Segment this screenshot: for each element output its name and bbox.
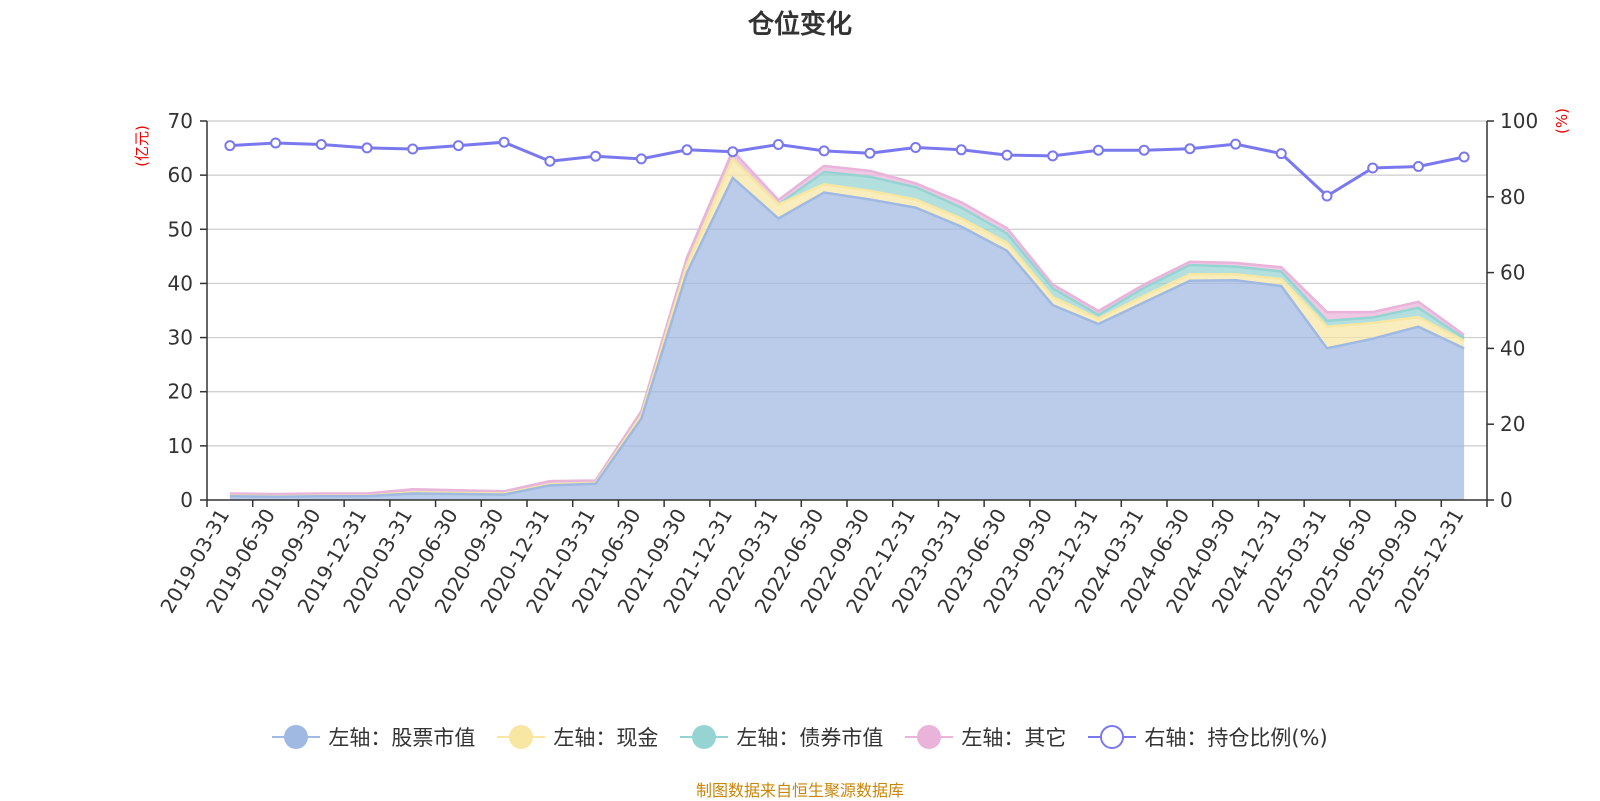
ratio-point [635,153,647,165]
ratio-point [270,137,282,149]
legend-label-bond: 左轴：债券市值 [736,726,884,750]
ratio-point [864,147,876,159]
ratio-line [229,140,1465,198]
area-line-other [229,148,1465,496]
y-left-tick-label: 60 [168,163,193,187]
y-right-unit-label: (%) [1553,108,1571,134]
ratio-point [1230,138,1242,150]
ratio-point [1001,149,1013,161]
ratio-point [818,145,830,157]
ratio-point [361,142,373,154]
legend-item-ratio[interactable]: 右轴：持仓比例(%) [1088,722,1328,752]
y-left-tick-label: 0 [180,488,193,512]
ratio-point [590,150,602,162]
y-right-tick-label: 20 [1500,412,1525,436]
y-right-tick-label: 80 [1500,185,1525,209]
y-right-tick-label: 0 [1500,488,1513,512]
data-source-note: 制图数据来自恒生聚源数据库 [695,781,904,800]
legend-item-cash[interactable]: 左轴：现金 [497,722,658,752]
ratio-point [772,139,784,150]
legend-item-bond[interactable]: 左轴：债券市值 [680,722,883,752]
chart-legend: 左轴：股票市值 左轴：现金 左轴：债券市值 左轴：其它 右轴：持仓比例(%) [0,722,1600,752]
y-right-tick-label: 100 [1500,109,1538,133]
ratio-point [1458,151,1470,163]
ratio-point [315,139,327,150]
y-left-tick-label: 20 [168,380,193,404]
ratio-point [1275,148,1287,160]
y-left-tick-label: 30 [168,326,193,350]
legend-label-cash: 左轴：现金 [553,726,659,750]
area-line-stock [229,175,1465,499]
legend-swatch-stock [272,725,321,749]
ratio-point [955,144,967,156]
y-left-tick-label: 50 [168,217,193,241]
legend-swatch-ratio [1088,725,1137,749]
ratio-point [1047,150,1059,162]
legend-swatch-other [905,725,954,749]
ratio-point [910,142,922,153]
y-left-tick-label: 70 [168,109,193,133]
ratio-point [1321,190,1333,202]
ratio-point [1184,143,1196,155]
legend-swatch-cash [497,725,546,749]
chart-title: 仓位变化 [747,10,852,40]
area-stock [229,177,1465,500]
legend-label-other: 左轴：其它 [961,726,1067,750]
ratio-point [224,140,236,152]
legend-swatch-bond [680,725,729,749]
ratio-point [727,146,739,158]
y-right-tick-label: 60 [1500,261,1525,285]
ratio-point [681,144,693,156]
ratio-point [452,140,464,152]
ratio-point [407,143,419,155]
legend-item-stock[interactable]: 左轴：股票市值 [272,722,475,752]
y-left-unit-label: (亿元) [133,125,151,167]
y-right-tick-label: 40 [1500,336,1525,360]
ratio-point [1412,161,1424,172]
legend-item-other[interactable]: 左轴：其它 [905,722,1066,752]
legend-label-ratio: 右轴：持仓比例(%) [1144,726,1328,750]
ratio-point [1367,162,1379,174]
ratio-point [544,155,556,167]
ratio-point [498,136,510,148]
ratio-point [1092,144,1104,156]
y-left-tick-label: 40 [168,271,193,295]
legend-label-stock: 左轴：股票市值 [328,726,476,750]
ratio-point [1138,144,1150,156]
y-left-tick-label: 10 [168,434,193,458]
